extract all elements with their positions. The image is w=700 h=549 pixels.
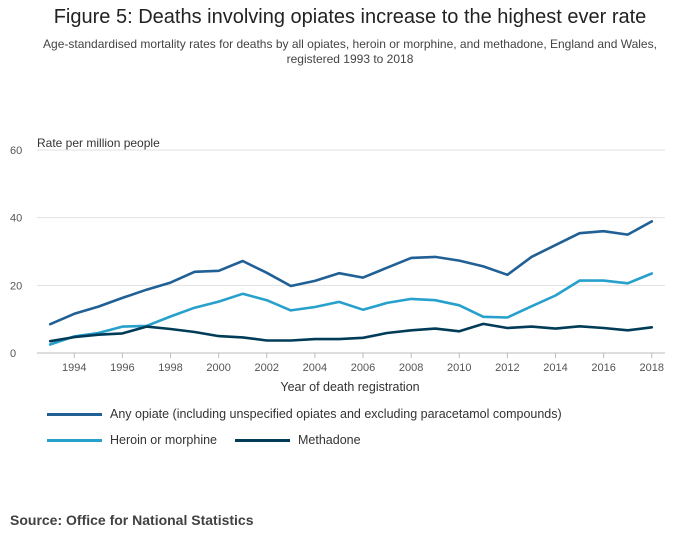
series-line-0: [48, 220, 654, 326]
legend-swatch-heroin-morphine: [47, 438, 102, 442]
x-tick-label-2010: 2010: [447, 362, 471, 374]
x-tick-label-2004: 2004: [303, 362, 327, 374]
y-tick-label-0: 0: [10, 348, 16, 360]
chart-title: Figure 5: Deaths involving opiates incre…: [53, 6, 647, 28]
legend-item-heroin-morphine[interactable]: Heroin or morphine: [47, 433, 217, 447]
legend-label-any-opiate: Any opiate (including unspecified opiate…: [110, 407, 562, 421]
source-note: Source: Office for National Statistics: [10, 512, 254, 528]
chart-subtitle: Age-standardised mortality rates for dea…: [43, 37, 657, 66]
series-line-2: [48, 322, 654, 343]
y-axis-label: Rate per million people: [37, 136, 160, 150]
x-tick-label-1994: 1994: [62, 362, 86, 374]
x-tick-label-2008: 2008: [399, 362, 423, 374]
legend-item-methadone[interactable]: Methadone: [235, 433, 361, 447]
line-chart: 0 20 40 60 1994 1996 1998 2000 2002 2004 2006 2008 2…: [10, 145, 665, 374]
x-tick-label-2018: 2018: [640, 362, 664, 374]
x-tick-label-1998: 1998: [158, 362, 182, 374]
legend-swatch-any-opiate: [47, 412, 102, 416]
x-tick-label-2012: 2012: [495, 362, 519, 374]
x-tick-label-2014: 2014: [543, 362, 567, 374]
x-tick-label-2006: 2006: [351, 362, 375, 374]
x-tick-label-1996: 1996: [110, 362, 134, 374]
series-line-1: [48, 272, 654, 346]
x-axis-label: Year of death registration: [280, 380, 420, 394]
y-tick-label-60: 60: [10, 145, 22, 157]
legend-swatch-methadone: [235, 438, 290, 442]
legend-item-any-opiate[interactable]: Any opiate (including unspecified opiate…: [47, 407, 562, 421]
x-tick-label-2002: 2002: [255, 362, 279, 374]
legend: Any opiate (including unspecified opiate…: [47, 403, 687, 453]
y-tick-label-20: 20: [10, 280, 22, 292]
x-tick-label-2000: 2000: [206, 362, 230, 374]
x-tick-label-2016: 2016: [591, 362, 615, 374]
legend-label-heroin-morphine: Heroin or morphine: [110, 433, 217, 447]
y-tick-label-40: 40: [10, 213, 22, 225]
legend-label-methadone: Methadone: [298, 433, 361, 447]
